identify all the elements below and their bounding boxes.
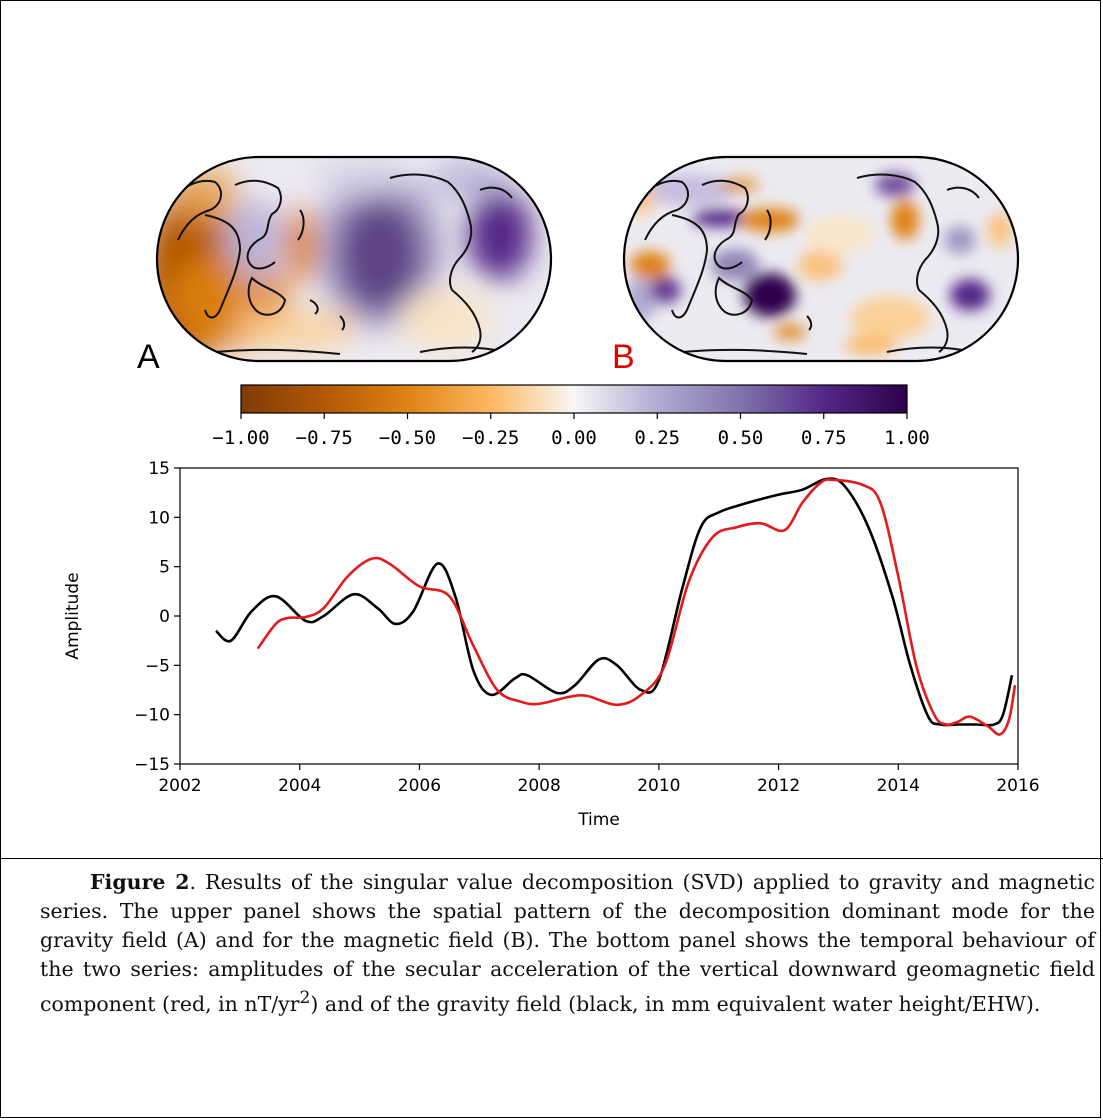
colorbar-tick-label: 0.00 <box>551 427 597 449</box>
caption-superscript: 2 <box>299 988 311 1008</box>
caption-divider <box>0 858 1103 859</box>
y-axis: 15 10 5 0 −5 −10 −15 <box>134 459 180 775</box>
map-a-gravity <box>155 155 553 363</box>
amplitude-chart: 2002 2004 2006 2008 2010 2012 2014 2016 15 10 5 0 −… <box>63 459 1040 830</box>
y-tick-label: −10 <box>134 706 170 726</box>
x-tick-label: 2014 <box>877 776 920 796</box>
colorbar-ticks: −1.00 −0.75 −0.50 −0.25 0.00 0.25 0.50 0.75 1.00 <box>212 413 930 449</box>
map-b-label: B <box>612 338 635 376</box>
colorbar-tick-label: −1.00 <box>212 427 269 449</box>
caption-text: . Results of the singular value decompos… <box>40 870 1095 1016</box>
y-tick-label: 0 <box>159 607 170 627</box>
series-line-magnetic <box>256 478 1017 736</box>
colorbar-tick-label: −0.50 <box>379 427 436 449</box>
figure-svg: A B −1.00 −0.75 −0.50 −0.25 0.00 0.25 0.50 0.75… <box>63 155 1040 830</box>
colorbar: −1.00 −0.75 −0.50 −0.25 0.00 0.25 0.50 0.75 1.00 <box>212 384 930 449</box>
y-tick-label: 15 <box>148 459 170 479</box>
x-tick-label: 2012 <box>757 776 800 796</box>
x-tick-label: 2016 <box>996 776 1039 796</box>
x-tick-label: 2010 <box>637 776 680 796</box>
x-axis: 2002 2004 2006 2008 2010 2012 2014 2016 <box>158 764 1040 796</box>
y-tick-label: 10 <box>148 508 170 528</box>
map-a-label: A <box>137 338 160 376</box>
colorbar-tick-label: −0.25 <box>462 427 519 449</box>
colorbar-tick-label: 1.00 <box>884 427 930 449</box>
x-tick-label: 2002 <box>158 776 201 796</box>
x-tick-label: 2008 <box>518 776 561 796</box>
colorbar-tick-label: 0.50 <box>718 427 764 449</box>
x-tick-label: 2004 <box>278 776 321 796</box>
figure-label: Figure 2 <box>90 870 190 894</box>
caption-text-end: ) and of the gravity field (black, in mm… <box>310 991 1041 1016</box>
series-layer <box>215 477 1017 736</box>
series-line-gravity <box>215 477 1014 727</box>
y-tick-label: 5 <box>159 558 170 578</box>
figure-caption: Figure 2. Results of the singular value … <box>40 868 1095 1019</box>
y-tick-label: −5 <box>145 656 170 676</box>
colorbar-tick-label: −0.75 <box>296 427 353 449</box>
colorbar-tick-label: 0.75 <box>801 427 847 449</box>
colorbar-tick-label: 0.25 <box>634 427 680 449</box>
map-b-magnetic <box>622 155 1020 363</box>
y-axis-label: Amplitude <box>63 572 83 659</box>
x-axis-label: Time <box>577 810 620 830</box>
y-tick-label: −15 <box>134 755 170 775</box>
x-tick-label: 2006 <box>398 776 441 796</box>
